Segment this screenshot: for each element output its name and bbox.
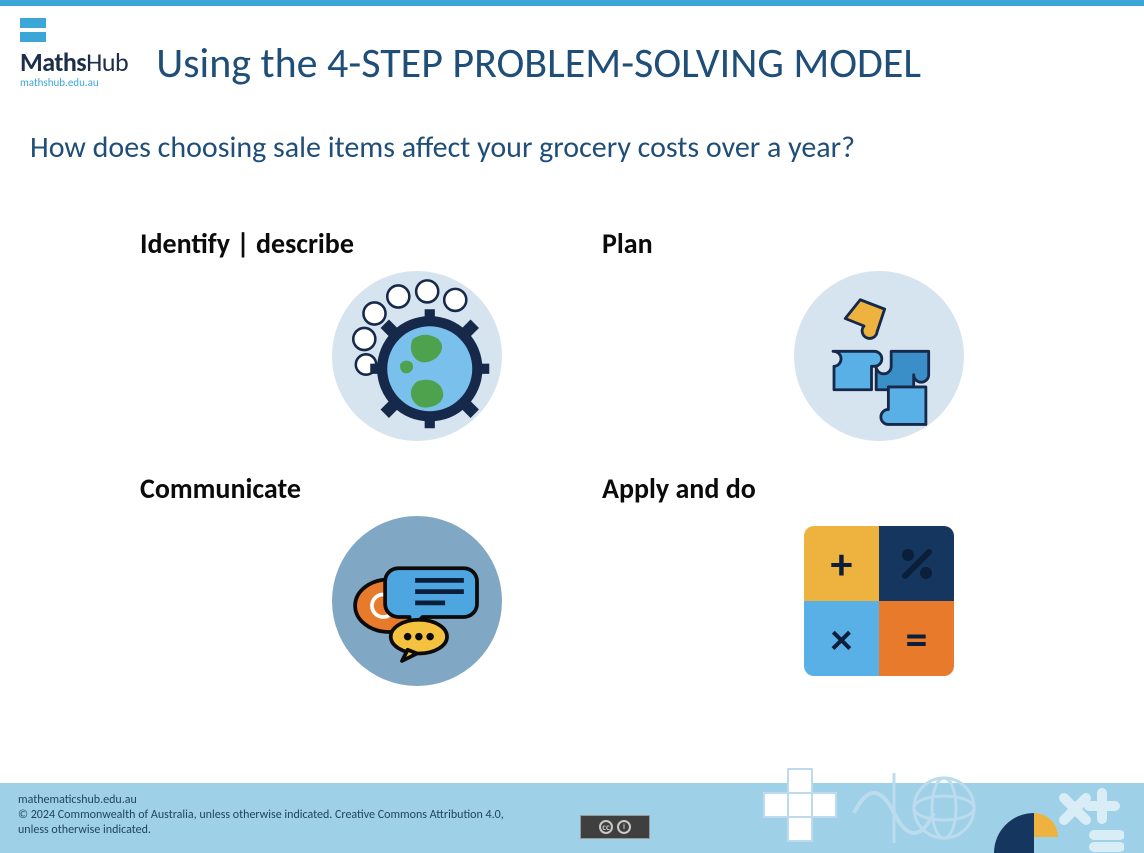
calculator-icon: + × = xyxy=(804,526,954,676)
brand-name-bold: Maths xyxy=(20,46,86,78)
step-title: Identify | describe xyxy=(140,226,542,261)
brand-name-light: Hub xyxy=(86,46,128,78)
brand-name: MathsHub xyxy=(20,46,128,78)
calc-multiply: × xyxy=(804,601,879,676)
calc-plus: + xyxy=(804,526,879,601)
calc-percent xyxy=(879,526,954,601)
brand-logo: MathsHub mathshub.edu.au xyxy=(20,18,128,89)
steps-grid: Identify | describe xyxy=(0,166,1144,686)
step-communicate: Communicate xyxy=(140,471,542,686)
logo-bars-icon xyxy=(20,18,128,42)
speech-bubbles-icon xyxy=(332,516,502,686)
step-plan: Plan xyxy=(602,226,1004,441)
step-title: Communicate xyxy=(140,471,542,506)
step-identify: Identify | describe xyxy=(140,226,542,441)
footer-decoration-icon xyxy=(744,763,1124,853)
page-title: Using the 4-STEP PROBLEM-SOLVING MODEL xyxy=(156,38,921,89)
globe-gear-icon xyxy=(332,271,502,441)
puzzle-icon xyxy=(794,271,964,441)
header: MathsHub mathshub.edu.au Using the 4-STE… xyxy=(0,6,1144,89)
step-title: Plan xyxy=(602,226,1004,261)
calc-equals: = xyxy=(879,601,954,676)
step-title: Apply and do xyxy=(602,471,1004,506)
page-subtitle: How does choosing sale items affect your… xyxy=(0,89,1144,166)
brand-url: mathshub.edu.au xyxy=(20,76,128,89)
cc-badge-icon: cc i xyxy=(580,815,650,839)
footer: mathematicshub.edu.au © 2024 Commonwealt… xyxy=(0,783,1144,853)
step-apply: Apply and do + × = xyxy=(602,471,1004,686)
